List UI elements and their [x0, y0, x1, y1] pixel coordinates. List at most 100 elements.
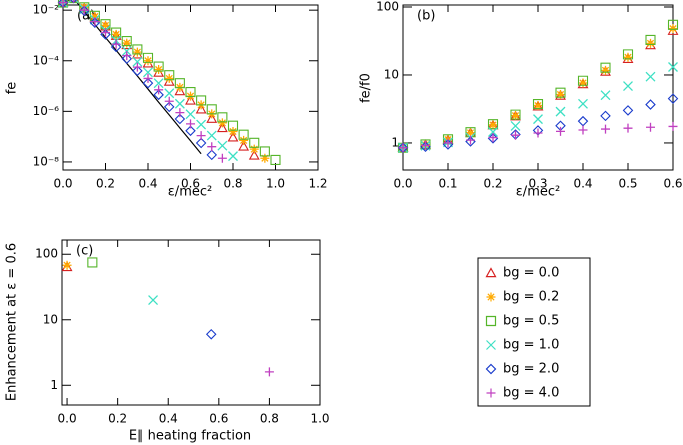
x-tick-label: 0.6: [663, 177, 682, 191]
legend-label: bg = 1.0: [503, 338, 559, 353]
x-tick-label: 0.4: [573, 177, 592, 191]
data-point: [227, 120, 239, 131]
data-point: [622, 49, 634, 60]
data-point: [164, 73, 174, 83]
data-point: [601, 65, 610, 75]
data-point: [121, 53, 133, 65]
data-point: [122, 51, 132, 61]
data-point: [466, 135, 475, 145]
data-point: [153, 61, 164, 72]
data-point: [248, 149, 260, 160]
data-point: [72, 0, 75, 3]
data-point: [578, 78, 588, 88]
data-point: [58, 0, 68, 8]
data-point: [164, 88, 175, 99]
data-point: [174, 78, 185, 89]
y-tick-label: 10⁻⁶: [33, 104, 60, 118]
legend-label: bg = 0.0: [503, 266, 559, 281]
data-point: [646, 38, 655, 48]
data-point: [646, 122, 655, 132]
data-point: [68, 0, 79, 4]
x-tick-label: 0.3: [528, 177, 547, 191]
data-point: [163, 101, 175, 113]
data-point: [228, 126, 238, 136]
x-tick-label: 0.2: [96, 177, 115, 191]
x-tick-label: 0.8: [260, 412, 279, 426]
data-point: [645, 71, 656, 82]
data-point: [206, 149, 218, 161]
data-point: [667, 19, 679, 30]
data-point: [238, 140, 250, 151]
data-point: [239, 135, 249, 145]
data-point: [132, 65, 143, 77]
y-tick-label: 1: [50, 378, 58, 392]
data-point: [195, 103, 207, 114]
legend-marker: [486, 340, 496, 350]
data-point: [601, 124, 610, 134]
data-point: [238, 129, 249, 140]
data-point: [668, 121, 678, 131]
x-tick-label: 0.2: [483, 177, 502, 191]
data-point: [249, 137, 260, 148]
data-point: [443, 138, 453, 148]
y-tick-label: 10⁻⁸: [33, 154, 60, 168]
data-point: [205, 329, 217, 340]
data-point: [217, 153, 227, 163]
data-point: [466, 128, 475, 138]
data-point: [533, 128, 543, 138]
data-point: [600, 90, 611, 101]
data-point: [510, 109, 521, 120]
x-tick-label: 0.4: [159, 412, 178, 426]
data-point: [668, 62, 678, 72]
data-point: [100, 19, 111, 30]
y-tick-label: 10: [43, 312, 58, 326]
data-point: [488, 127, 498, 137]
data-point: [164, 70, 175, 81]
legend-label: bg = 0.2: [503, 290, 559, 305]
y-tick-label: 10⁻⁴: [33, 53, 60, 67]
x-tick-label: 0.2: [108, 412, 127, 426]
legend-marker: [486, 388, 496, 398]
data-point: [207, 142, 217, 152]
data-point: [122, 38, 132, 48]
y-tick-label: 100: [376, 0, 399, 13]
data-point: [142, 52, 154, 63]
data-point: [556, 90, 565, 100]
data-point: [556, 126, 565, 136]
data-point: [487, 133, 499, 144]
data-point: [577, 75, 589, 86]
data-point: [185, 86, 196, 98]
data-point: [533, 101, 543, 111]
data-point: [645, 99, 656, 110]
x-tick-label: 1.2: [308, 177, 327, 191]
data-point: [511, 111, 520, 121]
data-point: [89, 10, 100, 21]
x-tick-label: 0.8: [223, 177, 242, 191]
data-point: [196, 131, 206, 141]
legend-label: bg = 0.5: [503, 314, 559, 329]
legend-label: bg = 2.0: [503, 362, 559, 377]
legend-marker: [485, 315, 497, 327]
data-point: [398, 143, 408, 153]
data-point: [217, 140, 228, 151]
data-point: [132, 47, 142, 57]
data-point: [121, 36, 132, 47]
data-point: [175, 108, 185, 118]
data-point: [78, 5, 90, 17]
data-point: [154, 65, 164, 75]
x-tick-label: 0.5: [618, 177, 637, 191]
y-tick-label: 10⁻²: [33, 3, 60, 17]
legend-marker: [486, 292, 496, 302]
y-axis-label: fe: [5, 82, 20, 95]
x-tick-label: 0.0: [58, 412, 77, 426]
y-axis-label: Enhancement at ε = 0.6: [5, 243, 20, 401]
data-point: [206, 113, 218, 123]
data-point: [510, 120, 521, 131]
data-point: [153, 78, 164, 89]
data-point: [667, 93, 679, 104]
data-point: [600, 65, 611, 76]
data-point: [249, 144, 259, 154]
data-point: [142, 77, 154, 89]
data-point: [600, 110, 611, 122]
